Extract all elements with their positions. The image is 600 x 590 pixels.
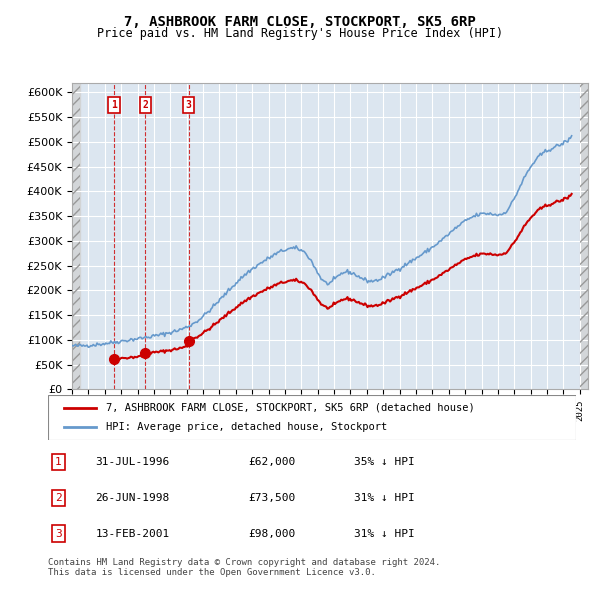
Text: 31% ↓ HPI: 31% ↓ HPI (354, 493, 415, 503)
Bar (580, 83, 588, 389)
Text: Price paid vs. HM Land Registry's House Price Index (HPI): Price paid vs. HM Land Registry's House … (97, 27, 503, 40)
Text: 35% ↓ HPI: 35% ↓ HPI (354, 457, 415, 467)
Text: 13-FEB-2001: 13-FEB-2001 (95, 529, 170, 539)
Text: £98,000: £98,000 (248, 529, 296, 539)
Text: 3: 3 (55, 529, 62, 539)
Text: 7, ASHBROOK FARM CLOSE, STOCKPORT, SK5 6RP: 7, ASHBROOK FARM CLOSE, STOCKPORT, SK5 6… (124, 15, 476, 29)
Text: Contains HM Land Registry data © Crown copyright and database right 2024.
This d: Contains HM Land Registry data © Crown c… (48, 558, 440, 577)
Text: £62,000: £62,000 (248, 457, 296, 467)
Bar (72, 83, 80, 389)
Text: 3: 3 (186, 100, 191, 110)
Text: 31-JUL-1996: 31-JUL-1996 (95, 457, 170, 467)
Bar (580, 83, 588, 389)
Text: 1: 1 (55, 457, 62, 467)
Text: £73,500: £73,500 (248, 493, 296, 503)
Text: 31% ↓ HPI: 31% ↓ HPI (354, 529, 415, 539)
Text: 1: 1 (112, 100, 117, 110)
Text: 7, ASHBROOK FARM CLOSE, STOCKPORT, SK5 6RP (detached house): 7, ASHBROOK FARM CLOSE, STOCKPORT, SK5 6… (106, 403, 475, 412)
Text: 26-JUN-1998: 26-JUN-1998 (95, 493, 170, 503)
Text: 2: 2 (55, 493, 62, 503)
FancyBboxPatch shape (48, 395, 576, 440)
Bar (72, 83, 80, 389)
Text: 2: 2 (143, 100, 148, 110)
Text: HPI: Average price, detached house, Stockport: HPI: Average price, detached house, Stoc… (106, 422, 388, 432)
